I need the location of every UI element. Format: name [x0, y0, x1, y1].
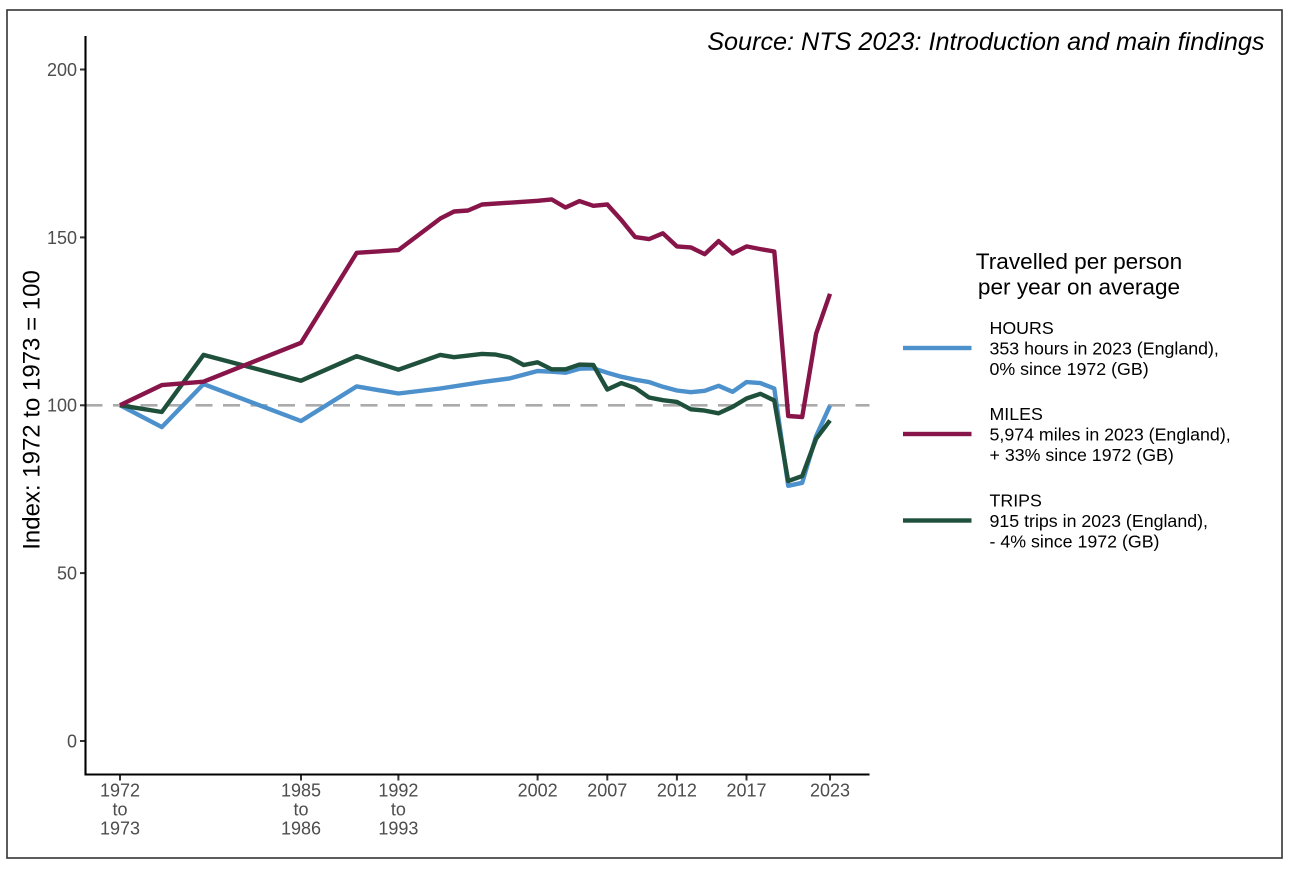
- svg-text:to: to: [112, 800, 127, 820]
- svg-text:per year on average: per year on average: [978, 275, 1180, 300]
- svg-text:- 4% since 1972 (GB): - 4% since 1972 (GB): [990, 531, 1160, 551]
- svg-text:2017: 2017: [726, 781, 766, 801]
- svg-text:to: to: [293, 800, 308, 820]
- svg-text:5,974 miles in 2023 (England),: 5,974 miles in 2023 (England),: [990, 424, 1231, 444]
- svg-text:0% since 1972 (GB): 0% since 1972 (GB): [990, 359, 1149, 379]
- svg-text:1973: 1973: [100, 819, 140, 839]
- svg-text:50: 50: [57, 564, 77, 584]
- svg-text:0: 0: [67, 731, 77, 751]
- svg-text:915 trips in 2023 (England),: 915 trips in 2023 (England),: [990, 511, 1208, 531]
- svg-text:Travelled per person: Travelled per person: [976, 249, 1182, 274]
- svg-text:Index: 1972 to 1973 = 100: Index: 1972 to 1973 = 100: [19, 270, 46, 550]
- svg-text:100: 100: [47, 396, 77, 416]
- svg-text:TRIPS: TRIPS: [990, 491, 1043, 511]
- svg-text:1985: 1985: [281, 781, 321, 801]
- svg-text:Source: NTS 2023: Introduction: Source: NTS 2023: Introduction and main …: [707, 28, 1265, 56]
- svg-text:1993: 1993: [378, 819, 418, 839]
- svg-text:+ 33% since 1972 (GB): + 33% since 1972 (GB): [990, 445, 1174, 465]
- svg-text:1986: 1986: [281, 819, 321, 839]
- svg-text:1972: 1972: [100, 781, 140, 801]
- svg-text:2007: 2007: [587, 781, 627, 801]
- svg-text:MILES: MILES: [990, 404, 1044, 424]
- svg-text:353 hours in 2023 (England),: 353 hours in 2023 (England),: [990, 338, 1219, 358]
- svg-text:to: to: [391, 800, 406, 820]
- svg-text:2023: 2023: [810, 781, 850, 801]
- svg-text:2012: 2012: [657, 781, 697, 801]
- svg-text:1992: 1992: [378, 781, 418, 801]
- svg-text:2002: 2002: [518, 781, 558, 801]
- svg-text:HOURS: HOURS: [990, 318, 1054, 338]
- svg-text:150: 150: [47, 228, 77, 248]
- svg-text:200: 200: [47, 60, 77, 80]
